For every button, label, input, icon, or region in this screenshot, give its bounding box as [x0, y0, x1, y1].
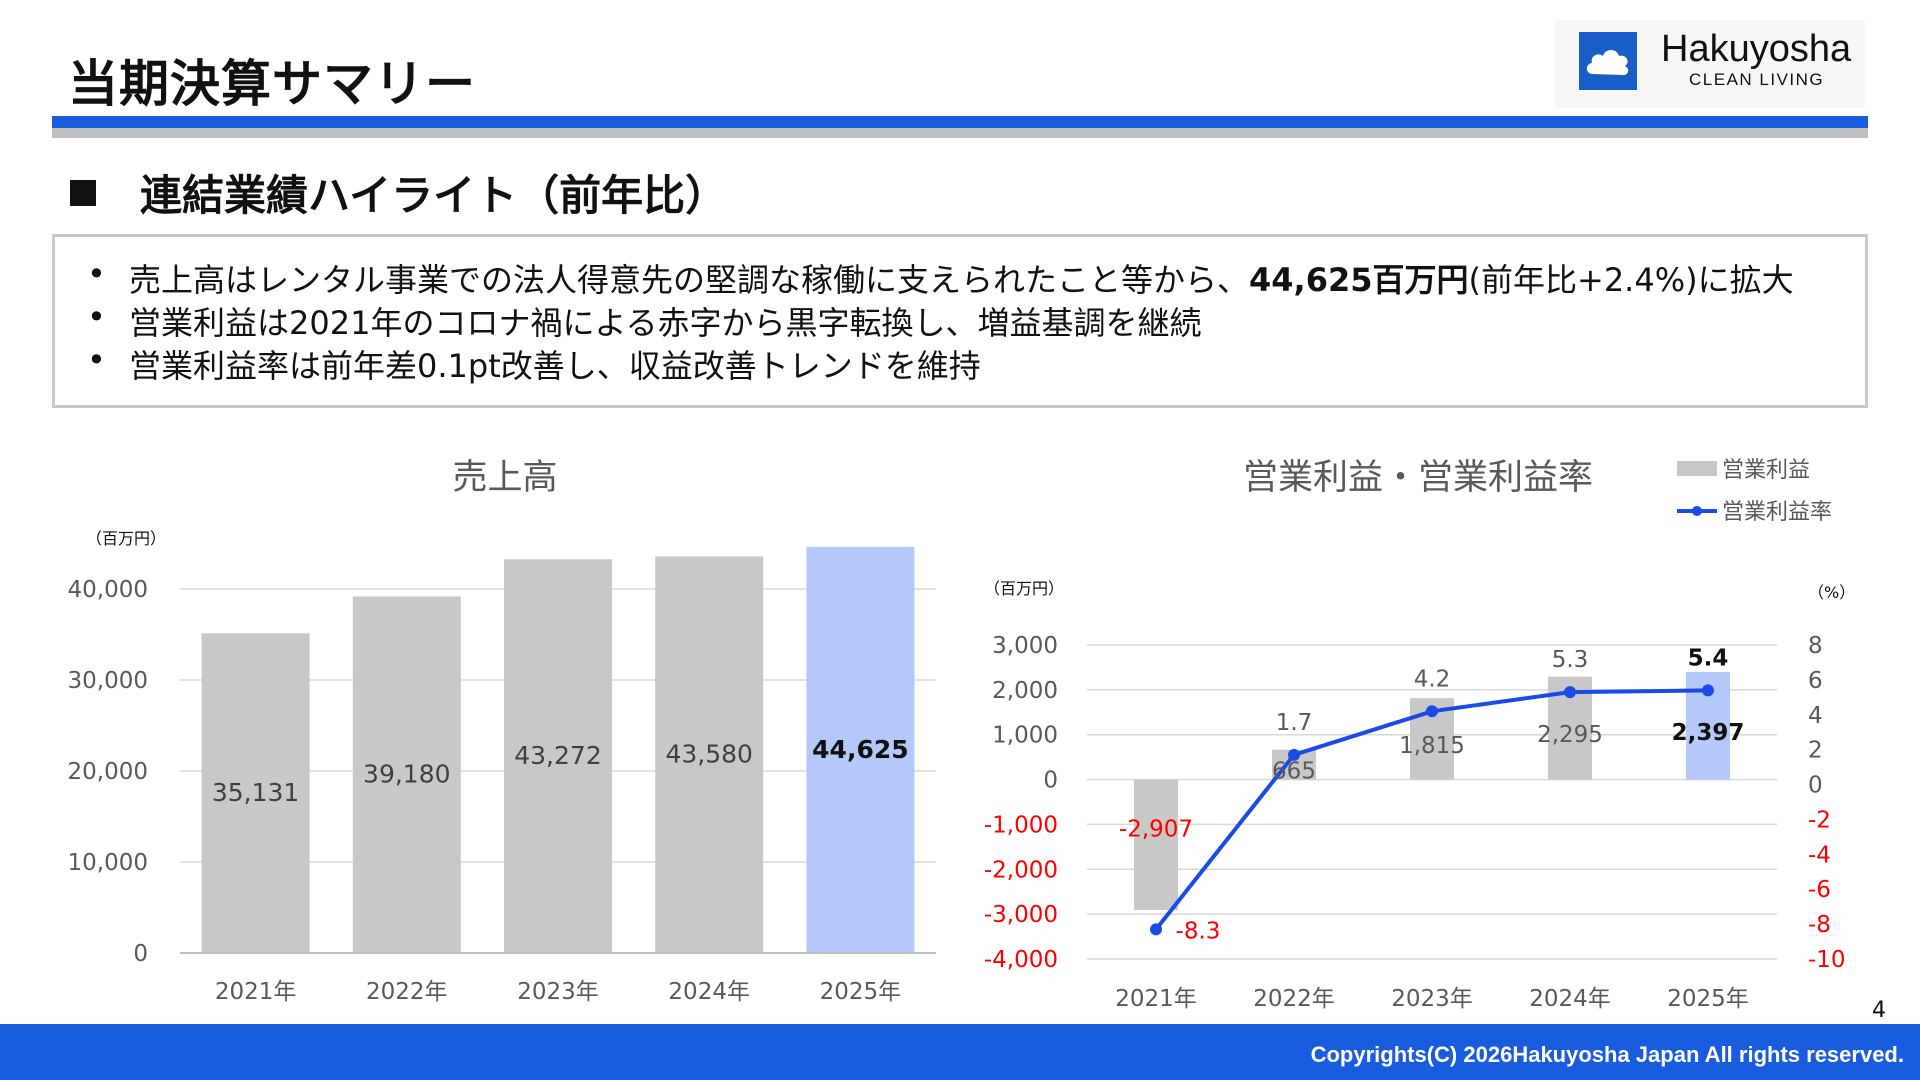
section-title-text: 連結業績ハイライト（前年比） — [140, 171, 728, 220]
sales-x-tick-label: 2024年 — [668, 979, 750, 1005]
summary-line1-bold: 44,625百万円 — [1249, 261, 1469, 299]
op-x-tick-label: 2025年 — [1667, 986, 1749, 1012]
op-right-tick-label: -2 — [1808, 807, 1831, 833]
op-x-tick-label: 2023年 — [1391, 986, 1473, 1012]
op-left-tick-label: -3,000 — [984, 902, 1058, 928]
section-title: 連結業績ハイライト（前年比） — [70, 162, 727, 223]
margin-point — [1702, 684, 1714, 697]
logo-name: Hakuyosha — [1661, 28, 1852, 70]
op-value-label: 2,397 — [1672, 720, 1745, 746]
charts-canvas: 売上高 （百万円） 0 10,000 20,000 30,000 40,000 35,131 2… — [68, 458, 1856, 1012]
sales-y-tick-label: 30,000 — [68, 668, 148, 694]
bullet-dot: • — [87, 255, 106, 293]
summary-line2: 営業利益は2021年のコロナ禍による赤字から黒字転換し、増益基調を継続 — [129, 304, 1202, 342]
sales-bar — [504, 559, 612, 953]
legend-bar-label: 営業利益 — [1722, 458, 1810, 483]
margin-value-label: 5.3 — [1552, 647, 1589, 673]
op-left-tick-label: 2,000 — [992, 678, 1058, 704]
op-x-tick-label: 2022年 — [1253, 986, 1335, 1012]
op-right-unit-label: （%） — [1808, 583, 1855, 602]
margin-value-label: 4.2 — [1414, 666, 1451, 692]
op-x-tick-label: 2024年 — [1529, 986, 1611, 1012]
op-right-tick-label: -4 — [1808, 842, 1831, 868]
bullet-dot: • — [87, 341, 106, 379]
op-right-tick-label: 8 — [1808, 633, 1823, 659]
sales-y-tick-label: 10,000 — [68, 850, 148, 876]
sales-bar — [806, 546, 915, 953]
op-left-unit-label: （百万円） — [984, 579, 1064, 598]
op-right-tick-label: 4 — [1808, 703, 1823, 729]
sales-value-label: 35,131 — [212, 778, 299, 807]
company-logo: Hakuyosha CLEAN LIVING — [1555, 20, 1865, 108]
summary-bullet-sales: • 売上高はレンタル事業での法人得意先の堅調な稼働に支えられたこと等から、44,6… — [55, 255, 1865, 299]
legend-line-marker — [1692, 506, 1702, 516]
logo-tagline: CLEAN LIVING — [1689, 70, 1825, 89]
op-value-label: -2,907 — [1119, 816, 1193, 842]
summary-line1-post: (前年比+2.4%)に拡大 — [1468, 261, 1794, 299]
margin-point — [1150, 923, 1162, 936]
sales-x-tick-label: 2022年 — [366, 979, 448, 1005]
op-left-tick-label: 1,000 — [992, 723, 1058, 749]
op-x-tick-label: 2021年 — [1115, 986, 1197, 1012]
op-right-tick-label: 2 — [1808, 738, 1823, 764]
op-chart-title: 営業利益・営業利益率 — [1243, 458, 1593, 498]
sales-x-tick-label: 2023年 — [517, 979, 599, 1005]
op-left-tick-label: -2,000 — [984, 857, 1058, 883]
sales-unit-label: （百万円） — [86, 529, 166, 548]
margin-value-label: 1.7 — [1276, 710, 1313, 736]
header-rule-blue — [52, 116, 1868, 128]
summary-bullet-operating-profit: • 営業利益は2021年のコロナ禍による赤字から黒字転換し、増益基調を継続 — [55, 298, 1865, 342]
margin-point — [1426, 705, 1438, 718]
sales-value-label: 43,272 — [514, 741, 601, 770]
bullet-dot: • — [87, 298, 106, 336]
summary-line3: 営業利益率は前年差0.1pt改善し、収益改善トレンドを維持 — [129, 347, 981, 385]
copyright-text: Copyrights(C) 2026Hakuyosha Japan All ri… — [1310, 1042, 1904, 1067]
legend-line-label: 営業利益率 — [1722, 500, 1832, 525]
sales-bar — [352, 596, 461, 953]
op-bar — [1134, 779, 1178, 910]
sales-bar — [655, 556, 764, 953]
op-left-tick-label: 0 — [1043, 768, 1058, 794]
op-value-label: 2,295 — [1537, 722, 1603, 748]
margin-point — [1564, 686, 1576, 699]
margin-value-label: 5.4 — [1688, 645, 1729, 671]
op-value-label: 1,815 — [1399, 733, 1465, 759]
legend-bar-swatch — [1677, 461, 1717, 476]
page-title: 当期決算サマリー — [68, 55, 476, 113]
summary-box: • 売上高はレンタル事業での法人得意先の堅調な稼働に支えられたこと等から、44,6… — [52, 234, 1868, 408]
sales-value-label: 44,625 — [812, 735, 908, 764]
op-right-tick-label: 0 — [1808, 773, 1823, 799]
sales-value-label: 39,180 — [363, 760, 450, 789]
header-rule-gray — [52, 128, 1868, 138]
op-right-tick-label: -10 — [1808, 947, 1846, 973]
op-right-tick-label: -8 — [1808, 912, 1831, 938]
op-value-label: 665 — [1272, 759, 1316, 785]
square-bullet-icon — [70, 180, 96, 206]
footer-bar: Copyrights(C) 2026Hakuyosha Japan All ri… — [0, 1024, 1920, 1080]
page-number: 4 — [1872, 998, 1886, 1023]
sales-y-tick-label: 20,000 — [68, 759, 148, 785]
sales-x-tick-label: 2025年 — [820, 979, 902, 1005]
margin-point — [1288, 748, 1300, 761]
sales-bar — [201, 633, 310, 953]
summary-line1-pre: 売上高はレンタル事業での法人得意先の堅調な稼働に支えられたこと等から、 — [129, 261, 1250, 299]
sales-value-label: 43,580 — [665, 740, 752, 769]
sales-chart-title: 売上高 — [452, 458, 557, 498]
op-right-tick-label: -6 — [1808, 877, 1831, 903]
sales-y-tick-label: 0 — [133, 941, 148, 967]
sales-x-tick-label: 2021年 — [215, 979, 297, 1005]
sales-y-tick-label: 40,000 — [68, 577, 148, 603]
op-left-tick-label: -4,000 — [984, 947, 1058, 973]
margin-value-label: -8.3 — [1176, 918, 1221, 944]
op-right-tick-label: 6 — [1808, 668, 1823, 694]
cloud-logo-icon — [1579, 32, 1637, 90]
summary-bullet-margin: • 営業利益率は前年差0.1pt改善し、収益改善トレンドを維持 — [55, 341, 1865, 385]
op-left-tick-label: 3,000 — [992, 633, 1058, 659]
op-left-tick-label: -1,000 — [984, 812, 1058, 838]
